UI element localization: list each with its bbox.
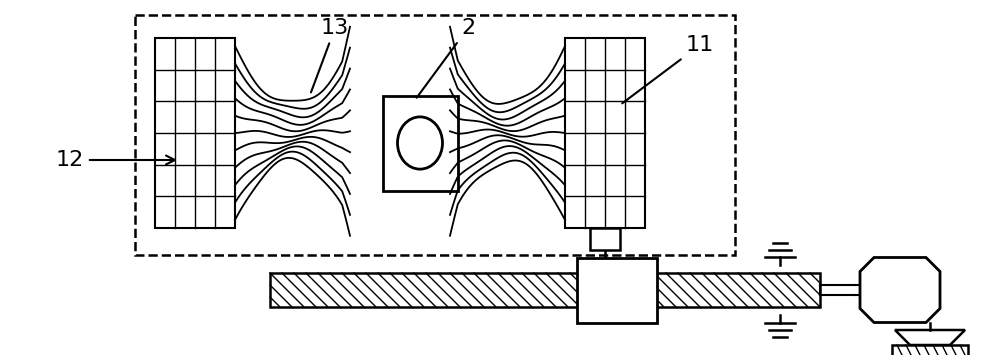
Bar — [577, 257, 657, 322]
Polygon shape — [860, 257, 940, 322]
Bar — [892, 345, 968, 355]
Bar — [270, 273, 820, 307]
Bar — [155, 38, 235, 228]
Text: 12: 12 — [56, 150, 175, 170]
Bar — [382, 95, 458, 191]
Bar — [590, 228, 620, 250]
Bar — [135, 15, 735, 255]
Text: 2: 2 — [417, 18, 475, 98]
Polygon shape — [895, 330, 965, 345]
Text: 13: 13 — [311, 18, 349, 92]
Bar — [565, 38, 645, 228]
Text: 11: 11 — [622, 35, 714, 103]
